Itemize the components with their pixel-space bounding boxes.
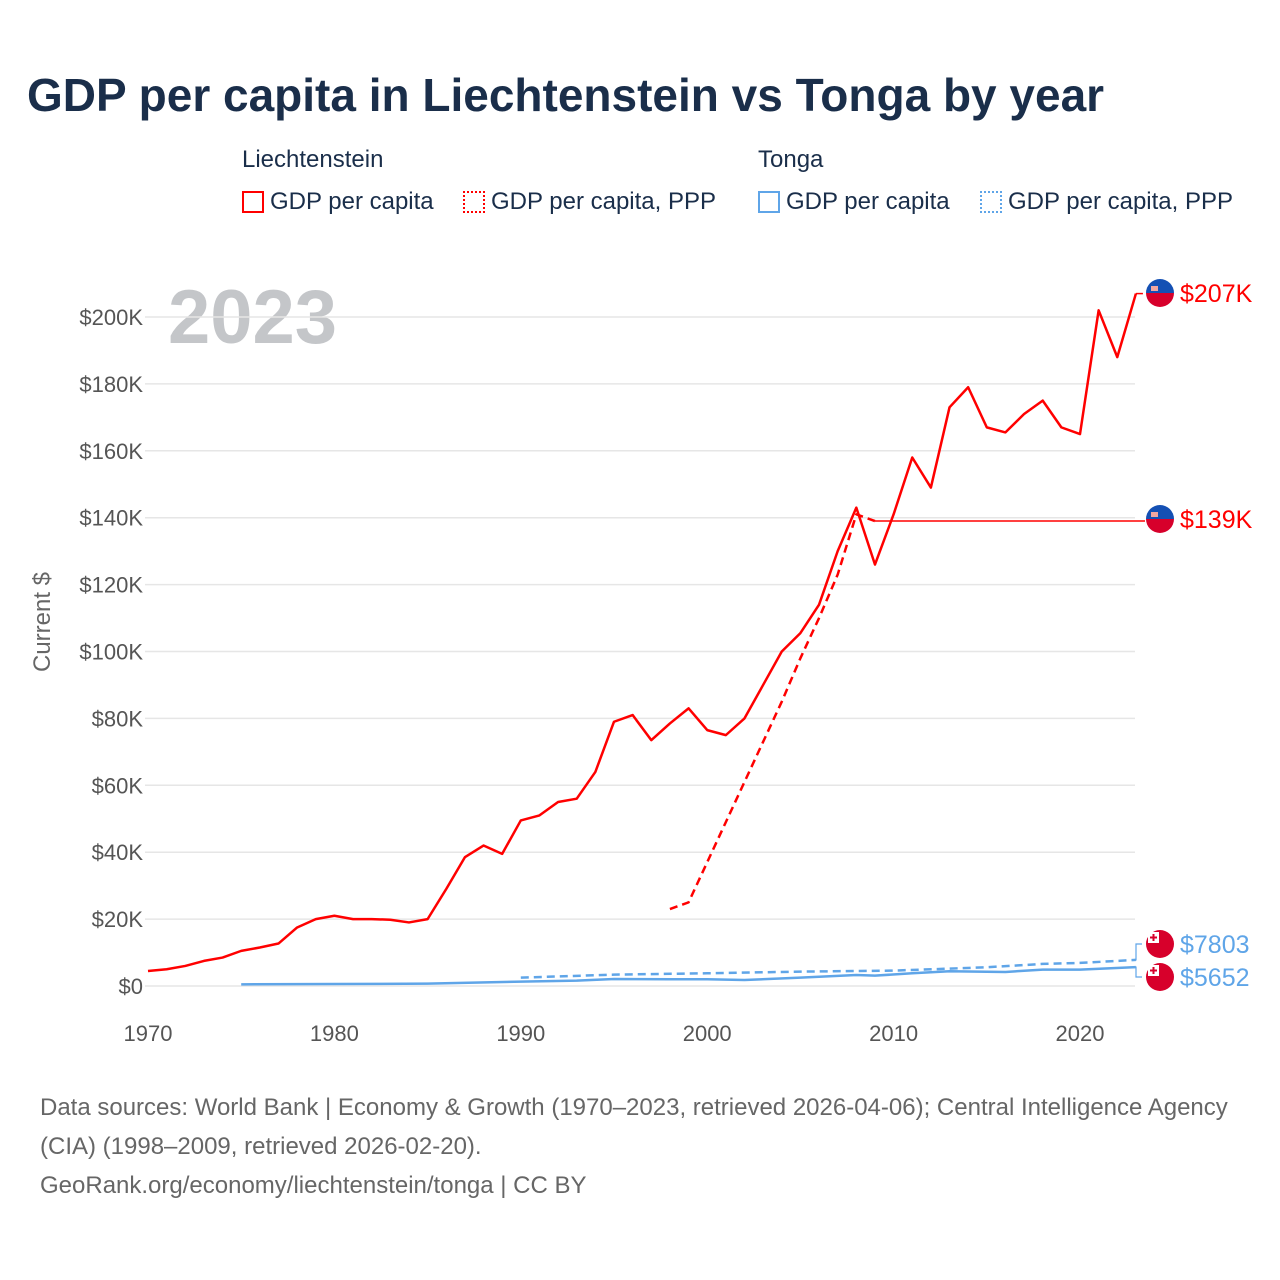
x-tick-label: 2020 [1056,1021,1105,1046]
flag-blue-half [1146,279,1174,293]
legend-label: GDP per capita, PPP [1008,188,1233,215]
tonga-flag-icon [1146,930,1174,958]
series-line-tonga-gdp-per-capita-ppp [520,958,1136,979]
x-tick-label: 2000 [683,1021,732,1046]
liechtenstein-flag-icon [1146,505,1174,533]
y-tick-label: $0 [119,974,143,999]
source-note: Data sources: World Bank | Economy & Gro… [40,1088,1240,1205]
legend-item-tonga-ppp[interactable]: GDP per capita, PPP [980,188,1233,216]
flag-red-half [1146,293,1174,307]
end-value-label: $207K [1180,280,1253,308]
flag-red-half [1146,519,1174,533]
label-connector [1135,943,1142,961]
chart-title: GDP per capita in Liechtenstein vs Tonga… [27,69,1105,121]
flag-blue-half [1146,505,1174,519]
y-tick-label: $20K [92,907,144,932]
source-line: Data sources: World Bank | Economy & Gro… [40,1094,1228,1160]
legend-swatch-solid [242,191,264,213]
end-value-label: $139K [1180,506,1253,534]
flag-cross [1150,967,1157,974]
y-tick-label: $200K [79,305,143,330]
x-tick-label: 1990 [496,1021,545,1046]
y-tick-label: $120K [79,573,143,598]
flag-cross [1150,934,1157,941]
legend-item-tonga-gdp[interactable]: GDP per capita [758,188,950,216]
y-tick-label: $180K [79,372,143,397]
legend-label: GDP per capita, PPP [491,188,716,215]
source-url[interactable]: GeoRank.org/economy/liechtenstein/tonga … [40,1172,587,1199]
x-tick-label: 1980 [310,1021,359,1046]
end-value-label: $5652 [1180,964,1250,992]
y-axis-label: Current $ [29,572,56,672]
flag-crown [1151,286,1158,291]
legend-swatch-solid [758,191,780,213]
liechtenstein-flag-icon [1146,279,1174,307]
tonga-flag-icon [1146,963,1174,991]
legend-label: GDP per capita [786,188,950,215]
legend-group-tonga: Tonga [758,146,824,173]
y-tick-label: $40K [92,840,144,865]
legend-group-liechtenstein: Liechtenstein [242,146,384,173]
y-tick-label: $160K [79,439,143,464]
legend-item-liechtenstein-gdp[interactable]: GDP per capita [242,188,434,216]
y-tick-label: $100K [79,640,143,665]
series-line-tonga-gdp-per-capita [241,965,1136,986]
x-tick-label: 1970 [124,1021,173,1046]
end-value-label: $7803 [1180,931,1250,959]
flag-crown [1151,512,1158,517]
plot-area: 2023 Current $ $0$20K$40K$60K$80K$100K$1… [29,275,1253,1046]
x-tick-label: 2010 [869,1021,918,1046]
label-connector [1135,966,1142,978]
y-tick-label: $60K [92,773,144,798]
y-tick-label: $80K [92,706,144,731]
series-line-liechtenstein-gdp-per-capita [147,293,1138,973]
legend-item-liechtenstein-ppp[interactable]: GDP per capita, PPP [463,188,716,216]
legend-label: GDP per capita [270,188,434,215]
series-line-liechtenstein-gdp-per-capita-ppp [669,513,876,911]
legend-swatch-dotted [980,191,1002,213]
y-tick-label: $140K [79,506,143,531]
legend-swatch-dotted [463,191,485,213]
